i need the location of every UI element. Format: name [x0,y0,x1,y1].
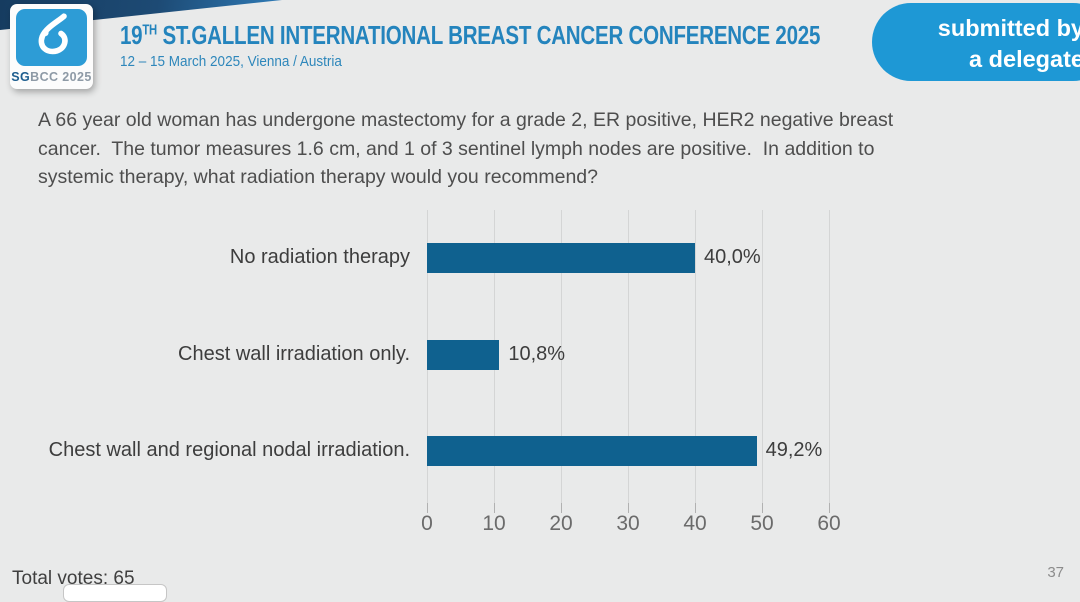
gridline [829,210,830,503]
bar [427,340,500,370]
gridline [561,210,562,503]
x-axis-tick-label: 60 [817,512,841,535]
category-label: Chest wall and regional nodal irradiatio… [48,439,410,461]
category-label: Chest wall irradiation only. [178,343,410,365]
badge-line2: a delegate [969,46,1080,72]
x-axis-tick-label: 40 [683,512,707,535]
title-superscript: TH [142,22,157,39]
question-text: A 66 year old woman has undergone mastec… [38,109,899,188]
tick-mark [829,503,830,513]
page-number: 37 [1047,564,1064,581]
logo-sg-text: SG [11,70,31,84]
tick-mark [427,503,428,513]
gridline [628,210,629,503]
sgbcc-breast-icon [25,12,79,63]
tick-mark [494,503,495,513]
delegate-badge: submitted by a delegate [872,3,1080,81]
x-axis-tick-label: 0 [421,512,433,535]
tick-mark [628,503,629,513]
sgbcc-logo-square [16,9,87,66]
sgbcc-logo-text: SGBCC 2025 [10,70,93,84]
conference-title: 19TH ST.GALLEN INTERNATIONAL BREAST CANC… [120,20,821,50]
category-label: No radiation therapy [229,246,410,268]
bar [427,243,695,273]
logo-bcc-year-text: BCC 2025 [30,70,92,84]
tick-mark [695,503,696,513]
total-votes: Total votes: 65 [12,568,135,589]
value-label: 10,8% [508,343,566,365]
gridline [762,210,763,503]
tick-mark [561,503,562,513]
value-label: 40,0% [704,246,761,268]
conference-subtitle: 12 – 15 March 2025, Vienna / Austria [120,53,342,70]
x-axis-tick-label: 10 [482,512,506,535]
bar [427,436,757,466]
sgbcc-logo: SGBCC 2025 [10,4,93,89]
x-axis-tick-label: 50 [750,512,774,535]
x-axis-tick-label: 30 [616,512,640,535]
value-label: 49,2% [765,439,823,461]
tick-mark [762,503,763,513]
bottom-button[interactable] [63,584,167,602]
x-axis-tick-label: 20 [549,512,573,535]
badge-line1: submitted by [937,15,1080,41]
gridline [695,210,696,503]
